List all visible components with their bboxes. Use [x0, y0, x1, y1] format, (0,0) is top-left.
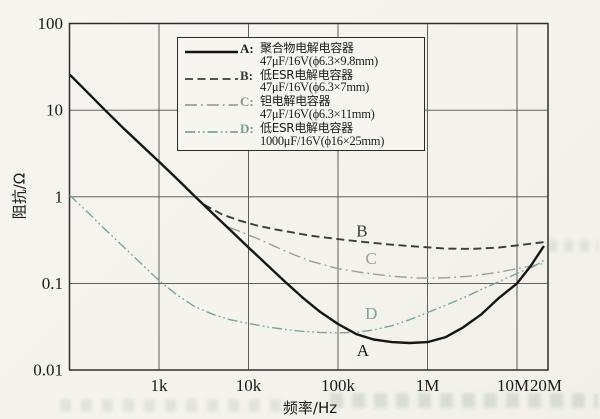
y-tick-label-0.01: 0.01	[33, 361, 63, 380]
y-tick-label-0.1: 0.1	[42, 274, 63, 293]
legend-name-A: 聚合物电解电容器	[260, 41, 354, 55]
legend-line-sample-C	[185, 104, 238, 107]
curve-label-D: D	[365, 304, 377, 323]
curve-label-B: B	[356, 221, 367, 240]
legend-spec-A: 47μF/16V(ϕ6.3×9.8mm)	[260, 53, 378, 68]
x-tick-label-100k: 100k	[321, 376, 356, 395]
legend-name-B: 低ESR电解电容器	[260, 67, 353, 82]
curve-A	[69, 73, 545, 345]
x-tick-label-10k: 10k	[236, 376, 262, 395]
curve-D	[69, 194, 545, 334]
legend-key-B: B:	[240, 67, 253, 83]
x-axis-title: 频率/Hz	[282, 399, 338, 417]
curve-B	[203, 203, 545, 250]
legend-name-D: 低ESR电解电容器	[260, 120, 353, 135]
x-tick-label-20M: 20M	[530, 376, 562, 395]
y-axis-title: 阻抗/Ω	[10, 172, 29, 220]
legend-entry-D: D: 低ESR电解电容器 1000μF/16V(ϕ16×25mm)	[183, 120, 420, 148]
legend-entry-B: B: 低ESR电解电容器 47μF/16V(ϕ6.3×7mm)	[183, 67, 420, 95]
legend-spec-D: 1000μF/16V(ϕ16×25mm)	[260, 133, 385, 148]
legend-line-sample-B	[185, 77, 238, 80]
chart-legend: A: 聚合物电解电容器 47μF/16V(ϕ6.3×9.8mm) B: 低ESR电解电容…	[177, 37, 425, 151]
legend-key-D: D:	[240, 120, 254, 136]
x-tick-label-10M: 10M	[497, 376, 529, 395]
x-tick-label-1M: 1M	[416, 376, 440, 395]
legend-key-A: A:	[240, 41, 254, 56]
curve-label-C: C	[366, 249, 377, 268]
curve-C	[228, 226, 545, 279]
legend-key-C: C:	[240, 94, 254, 110]
plot-border	[68, 22, 549, 371]
y-tick-label-100: 100	[38, 14, 64, 33]
legend-entry-C: C: 钽电解电容器 47μF/16V(ϕ6.3×11mm)	[183, 95, 420, 121]
legend-spec-C: 47μF/16V(ϕ6.3×11mm)	[260, 106, 375, 121]
x-tick-label-1k: 1k	[151, 376, 169, 395]
y-tick-label-10: 10	[46, 101, 63, 120]
legend-name-C: 钽电解电容器	[260, 94, 331, 109]
y-tick-label-1: 1	[55, 187, 64, 206]
legend-line-sample-D	[185, 130, 238, 133]
legend-spec-B: 47μF/16V(ϕ6.3×7mm)	[260, 80, 370, 95]
legend-entry-A: A: 聚合物电解电容器 47μF/16V(ϕ6.3×9.8mm)	[183, 42, 420, 68]
curve-label-A: A	[357, 341, 370, 360]
legend-line-sample-A	[185, 50, 238, 54]
